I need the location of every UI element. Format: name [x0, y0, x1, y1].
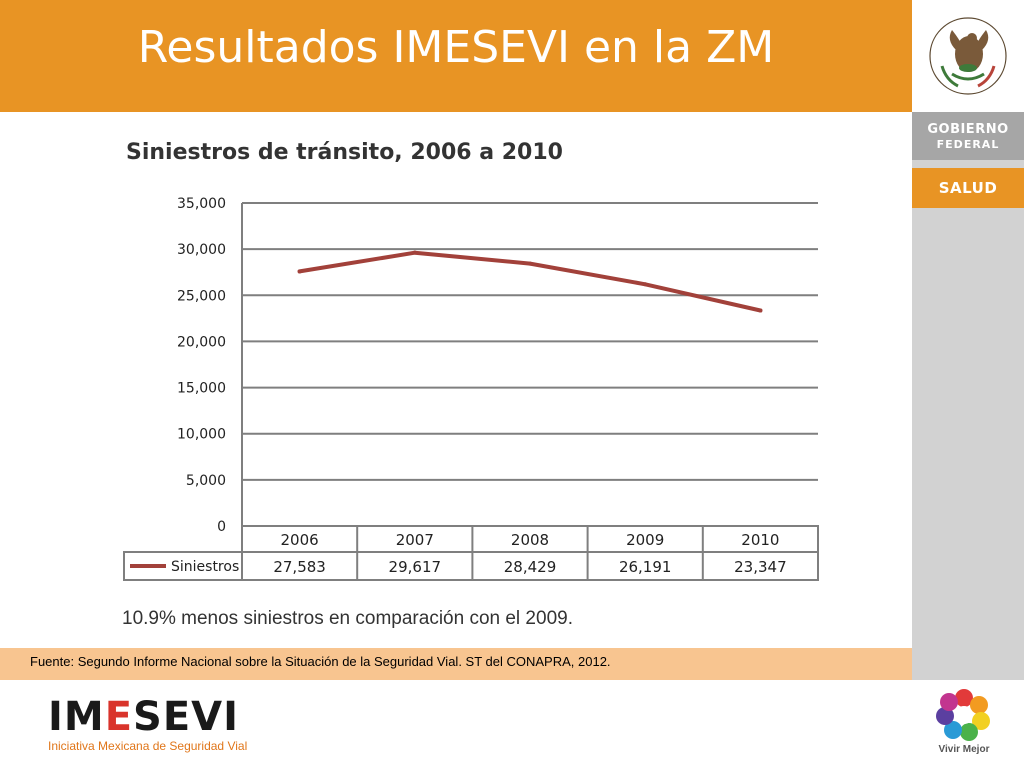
y-tick-label: 20,000: [177, 334, 226, 350]
header-band: [0, 0, 912, 112]
x-category-label: 2007: [396, 531, 434, 549]
y-tick-label: 15,000: [177, 381, 226, 397]
data-table-value: 28,429: [504, 558, 557, 576]
x-category-label: 2010: [741, 531, 779, 549]
data-table-value: 27,583: [273, 558, 326, 576]
y-tick-label: 0: [217, 519, 226, 535]
data-point: [297, 269, 302, 274]
table-data-row: [123, 551, 819, 581]
gobierno-federal-badge: Gobierno FEDERAL: [912, 112, 1024, 160]
eagle-seal-icon: [929, 17, 1007, 95]
logo-text-start: IM: [48, 694, 105, 740]
accidents-line-chart: Siniestros de tránsito, 2006 a 2010 0 5,0…: [123, 140, 819, 581]
gov-line-2: FEDERAL: [936, 138, 1000, 151]
vivir-mejor-label: Vivir Mejor: [938, 744, 990, 755]
imesevi-tagline: Iniciativa Mexicana de Seguridad Vial: [48, 739, 248, 753]
y-tick-label: 10,000: [177, 427, 226, 443]
x-category-label: 2008: [511, 531, 549, 549]
x-category-label: 2009: [626, 531, 664, 549]
data-table-value: 29,617: [389, 558, 442, 576]
y-tick-label: 25,000: [177, 288, 226, 304]
y-tick-label: 35,000: [177, 196, 226, 212]
salud-badge: SALUD: [912, 168, 1024, 208]
mexico-seal: [912, 0, 1024, 112]
imesevi-logo: IMESEVI: [48, 694, 239, 740]
logo-text-end: SEVI: [133, 694, 239, 740]
data-point: [528, 261, 532, 266]
legend-label: Siniestros: [171, 559, 239, 575]
series-line-siniestros: [297, 250, 763, 313]
vivir-mejor-flower-icon: [936, 689, 990, 741]
slide-title: Resultados IMESEVI en la ZM: [137, 22, 775, 73]
data-table-value: 26,191: [619, 558, 672, 576]
gov-line-1: Gobierno: [927, 122, 1009, 137]
source-citation: Fuente: Segundo Informe Nacional sobre l…: [30, 654, 611, 669]
data-point: [758, 308, 763, 313]
y-tick-label: 5,000: [186, 473, 226, 489]
logo-accent-letter: E: [104, 694, 134, 740]
chart-title: Siniestros de tránsito, 2006 a 2010: [126, 140, 563, 165]
x-category-label: 2006: [281, 531, 319, 549]
source-band: [0, 648, 912, 680]
data-table-value: 23,347: [734, 558, 787, 576]
data-point: [412, 250, 417, 255]
y-tick-label: 30,000: [177, 242, 226, 258]
data-point: [643, 282, 648, 287]
comparison-note: 10.9% menos siniestros en comparación co…: [122, 608, 573, 629]
